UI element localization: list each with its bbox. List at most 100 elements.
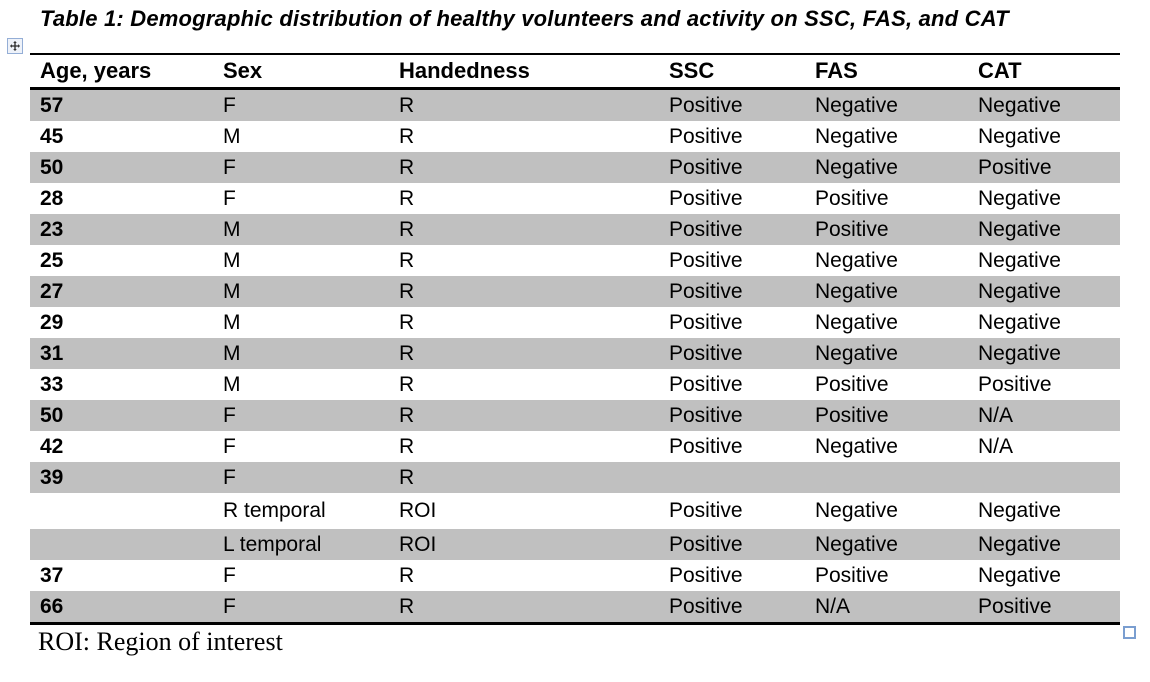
table-cell: L temporal [223,532,322,556]
table-cell: Positive [669,186,743,210]
table-cell: 28 [40,186,64,210]
table-row: 33 M R Positive Positive Positive [30,369,1120,400]
table-cell: Positive [815,372,889,396]
table-cell: M [223,341,241,365]
table-cell: Positive [815,563,889,587]
column-header: FAS [805,54,968,90]
table-cell: Negative [815,310,898,334]
table-row: 50 F R Positive Positive N/A [30,400,1120,431]
table-cell: Positive [978,372,1052,396]
table-cell: R temporal [223,499,326,522]
table-cell: F [223,465,236,489]
table-move-handle[interactable] [7,38,23,54]
column-header: Handedness [389,54,659,90]
table-row: 25 M R Positive Negative Negative [30,245,1120,276]
table-cell: 33 [40,372,64,396]
table-cell: Negative [978,217,1061,241]
table-cell: Negative [978,499,1061,522]
column-header: Sex [213,54,389,90]
table-cell: ROI [399,532,437,556]
table-cell: 27 [40,279,64,303]
table-cell: 39 [40,465,64,489]
table-cell: R [399,155,415,179]
table-cell: 50 [40,403,64,427]
table-cell: R [399,310,415,334]
table-body: 57 F R Positive Negative Negative 45 M R Positive… [30,88,1120,624]
table-cell: 42 [40,434,64,458]
table-cell: Negative [815,499,898,522]
column-header: Age, years [30,54,213,90]
table-cell: F [223,155,236,179]
footnote: ROI: Region of interest [38,627,283,656]
table-cell: F [223,594,236,618]
table-row: L temporal ROI Positive Negative Negative [30,529,1120,560]
table-cell: M [223,310,241,334]
column-header: CAT [968,54,1120,90]
table-cell [30,529,213,560]
table-row: 66 F R Positive N/A Positive [30,591,1120,624]
table-cell: R [399,248,415,272]
table-row: 50 F R Positive Negative Positive [30,152,1120,183]
table-cell: Positive [669,563,743,587]
table-cell: M [223,124,241,148]
table-cell: F [223,93,236,117]
table-cell: Positive [815,217,889,241]
table-cell: 50 [40,155,64,179]
table-cell: 31 [40,341,64,365]
table-cell: Negative [815,434,898,458]
table-row: 23 M R Positive Positive Negative [30,214,1120,245]
table-cell: Negative [978,248,1061,272]
table-cell: Negative [815,248,898,272]
table-cell: Positive [669,532,743,556]
table-cell: Positive [669,279,743,303]
table-row: 45 M R Positive Negative Negative [30,121,1120,152]
table-cell: Positive [815,403,889,427]
table-cell: 25 [40,248,64,272]
table-cell: R [399,279,415,303]
table-cell: Positive [669,403,743,427]
table-cell: Positive [669,217,743,241]
table-cell: Negative [815,532,898,556]
table-cell: Negative [978,310,1061,334]
table-cell: Positive [669,124,743,148]
table-cell: Negative [978,563,1061,587]
table-cell: Positive [669,594,743,618]
table-cell: R [399,434,415,458]
table-cell: 29 [40,310,64,334]
table-cell: Positive [669,310,743,334]
table-cell: Positive [669,93,743,117]
table-cell [30,493,213,529]
table-resize-handle[interactable] [1123,626,1136,639]
table-cell: Negative [978,124,1061,148]
table-cell: Negative [815,155,898,179]
table-cell: Positive [815,186,889,210]
table-cell: R [399,217,415,241]
table-header-row: Age, years Sex Handedness SSC FAS CAT [30,54,1120,90]
table-cell: 45 [40,124,64,148]
table-cell: Negative [815,93,898,117]
table-cell: ROI [399,499,437,522]
table-row: 37 F R Positive Positive Negative [30,560,1120,591]
table-cell: N/A [815,594,851,618]
table-cell: R [399,465,415,489]
table-cell: Positive [669,499,743,522]
table-cell: Negative [815,341,898,365]
table-row: 27 M R Positive Negative Negative [30,276,1120,307]
table-cell: Negative [978,93,1061,117]
table-cell: Negative [978,186,1061,210]
table-cell: M [223,372,241,396]
table-cell: Positive [669,372,743,396]
table-cell: N/A [978,434,1014,458]
demographics-table: Age, years Sex Handedness SSC FAS CAT 57 F R Pos… [30,53,1120,625]
table-cell: F [223,403,236,427]
table-cell: Positive [669,155,743,179]
table-cell: M [223,279,241,303]
table-cell: M [223,248,241,272]
table-row: 57 F R Positive Negative Negative [30,88,1120,121]
table-cell: R [399,186,415,210]
table-cell: Positive [669,248,743,272]
table-row: 39 F R [30,462,1120,493]
table-row: R temporal ROI Positive Negative Negative [30,493,1120,529]
table-cell: Positive [978,594,1052,618]
